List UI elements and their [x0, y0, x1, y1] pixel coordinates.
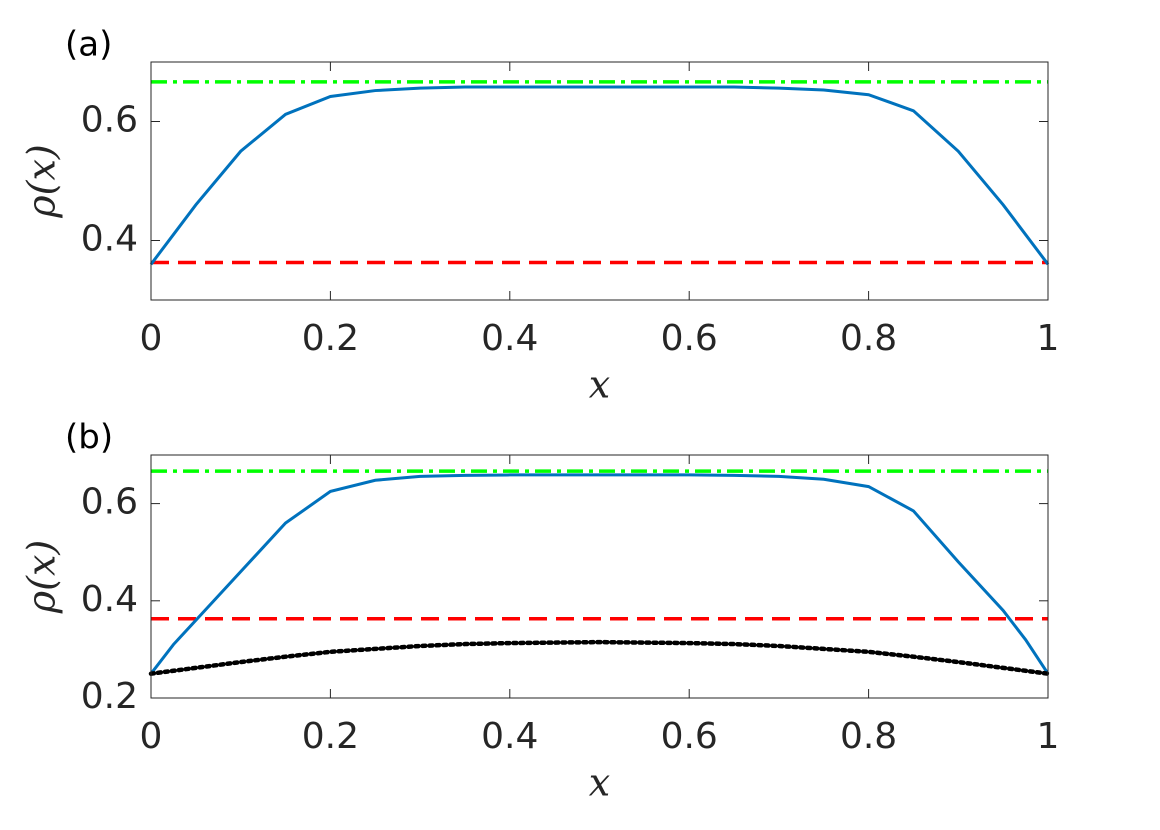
x-tick-label: 0.2: [302, 318, 359, 359]
data-line: [149, 85, 1050, 266]
x-tick-label: 1: [1037, 716, 1060, 757]
y-tick-label: 0.2: [81, 676, 138, 717]
data-line: [149, 473, 1050, 675]
panel-label: (a): [65, 25, 112, 65]
axes-box: [150, 61, 1049, 301]
y-tick-label: 0.4: [81, 219, 138, 260]
x-tick-label: 0: [140, 318, 163, 359]
data-line: [148, 639, 1051, 676]
axes-box: [150, 454, 1049, 699]
x-tick-label: 0.8: [840, 318, 897, 359]
x-axis-label: x: [589, 761, 610, 805]
plot-area: [151, 62, 1048, 300]
x-tick-label: 0.4: [481, 318, 538, 359]
x-tick-label: 0.6: [661, 716, 718, 757]
y-tick-label: 0.4: [81, 579, 138, 620]
x-tick-label: 0.4: [481, 716, 538, 757]
x-tick-label: 0.2: [302, 716, 359, 757]
y-tick-label: 0.6: [81, 100, 138, 141]
y-axis-label: ρ(x): [20, 144, 64, 218]
x-tick-label: 0.6: [661, 318, 718, 359]
panel-label: (b): [65, 418, 113, 458]
y-tick-label: 0.6: [81, 482, 138, 523]
x-tick-label: 1: [1037, 318, 1060, 359]
x-tick-label: 0: [140, 716, 163, 757]
y-axis-label: ρ(x): [20, 540, 64, 614]
x-axis-label: x: [589, 363, 610, 407]
plot-area: [151, 455, 1048, 698]
x-tick-label: 0.8: [840, 716, 897, 757]
